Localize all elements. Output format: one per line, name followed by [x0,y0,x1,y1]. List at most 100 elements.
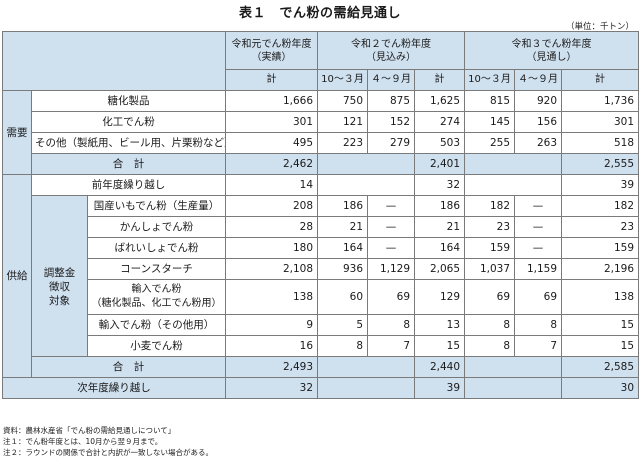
header-row-3: 計 10～３月 ４～９月 計 10～３月 ４～９月 計 [3,69,640,91]
cell: 208 [225,195,319,217]
cell: 180 [225,237,319,259]
cell: 16 [225,335,319,357]
cell: 164 [317,237,369,259]
cell: 2,440 [414,356,466,378]
row-label: かんしょでん粉 [86,216,227,238]
cell: 2,196 [561,258,640,280]
cell: 518 [561,132,640,154]
cell: 7 [367,335,416,357]
cell: 2,108 [225,258,319,280]
cell: 279 [367,132,416,154]
cell: 69 [464,279,516,315]
unit-label: （単位：千トン） [565,22,634,32]
cell: 32 [414,174,466,196]
table-row: 調整金 徴収 対象 国産いもでん粉（生産量） 208 186 — 186 182… [3,195,640,357]
table-row: 輸入でん粉（その他用） 9 5 8 13 8 8 15 [3,314,640,336]
cell: 138 [225,279,319,315]
cell: 5 [317,314,369,336]
cell: 8 [464,335,516,357]
table-row: 輸入でん粉 （糖化製品、化工でん粉用） 138 60 69 129 69 69 … [3,279,640,315]
cell: 875 [367,90,416,112]
header-q2-r2: ４～９月 [367,69,416,91]
cell: 14 [225,174,319,196]
cell: 920 [514,90,563,112]
demand-total-row: 合 計 2,462 2,401 2,555 [2,153,640,175]
cell: 8 [367,314,416,336]
header-kei-r1: 計 [225,69,319,91]
cell: 28 [225,216,319,238]
cell: 32 [225,377,319,399]
cell: 263 [514,132,563,154]
cell: — [514,237,563,259]
footnotes: 資料：農林水産省「でん粉の需給見通しについて」 注１：でん粉年度とは、10月から… [3,425,213,458]
table-row: 化工でん粉 301 121 152 274 145 156 301 [3,111,640,133]
cell: 69 [367,279,416,315]
cell: 121 [317,111,369,133]
cell: 2,065 [414,258,466,280]
cell: 30 [561,377,640,399]
row-label: 合 計 [30,153,227,175]
cell: 2,462 [225,153,319,175]
cell: 152 [367,111,416,133]
cell: 21 [317,216,369,238]
cell: 186 [414,195,466,217]
cell: 503 [414,132,466,154]
cell: 13 [414,314,466,336]
source-note: 資料：農林水産省「でん粉の需給見通しについて」 [3,426,176,435]
cell: 495 [225,132,319,154]
header-reiwa2: 令和２でん粉年度 （見込み） [317,31,466,70]
cell: — [514,216,563,238]
row-label: 糖化製品 [30,90,227,112]
cell: 159 [464,237,516,259]
supply-total-row: 合 計 2,493 2,440 2,585 [2,356,640,378]
cell: 7 [514,335,563,357]
cell: 145 [464,111,516,133]
row-label: 化工でん粉 [30,111,227,133]
cell: 1,736 [561,90,640,112]
cell: 21 [414,216,466,238]
table-row: コーンスターチ 2,108 936 1,129 2,065 1,037 1,15… [3,258,640,280]
cell: 60 [317,279,369,315]
demand-group-label: 需要 [2,90,32,175]
header-corner [1,31,227,91]
header-kei-r3: 計 [561,69,640,91]
cell: 1,666 [225,90,319,112]
row-label: ばれいしょでん粉 [86,237,227,259]
row-label: 前年度繰り越し [30,174,227,196]
cell: 2,493 [225,356,319,378]
table-row: かんしょでん粉 28 21 — 21 23 — 23 [3,216,640,238]
row-label: その他（製紙用、ビール用、片栗粉など） [30,132,227,154]
header-q1-r3: 10～３月 [464,69,516,91]
table-row: その他（製紙用、ビール用、片栗粉など） 495 223 279 503 255 … [3,132,640,154]
cell: 1,037 [464,258,516,280]
cell: — [514,195,563,217]
row-label: 次年度繰り越し [1,377,227,399]
note-2: 注２：ラウンドの関係で合計と内訳が一致しない場合がある。 [3,448,213,457]
cell: 2,401 [414,153,466,175]
cell: 1,129 [367,258,416,280]
cell: 8 [317,335,369,357]
cell: 39 [561,174,640,196]
note-1: 注１：でん粉年度とは、10月から翌９月まで。 [3,437,163,446]
header-q1-r2: 10～３月 [317,69,369,91]
cell: 159 [561,237,640,259]
cell: 129 [414,279,466,315]
table-row: 供給 前年度繰り越し 14 32 39 [2,174,640,378]
cell: 1,625 [414,90,466,112]
cell: — [367,216,416,238]
cell: 15 [561,314,640,336]
cell: 138 [561,279,640,315]
header-q2-r3: ４～９月 [514,69,563,91]
cell: 301 [225,111,319,133]
cell: 186 [317,195,369,217]
cell: 936 [317,258,369,280]
table-row: 需要 糖化製品 1,666 750 875 1,625 815 920 1,73… [2,90,640,175]
cell: 815 [464,90,516,112]
next-year-row: 次年度繰り越し 32 39 30 [1,377,640,399]
row-label: コーンスターチ [86,258,227,280]
cell: 156 [514,111,563,133]
cell: 2,555 [561,153,640,175]
table-title: 表１ でん粉の需給見通し [238,6,401,21]
cell: 39 [414,377,466,399]
table-row: 小麦でん粉 16 8 7 15 8 7 15 [3,335,640,357]
